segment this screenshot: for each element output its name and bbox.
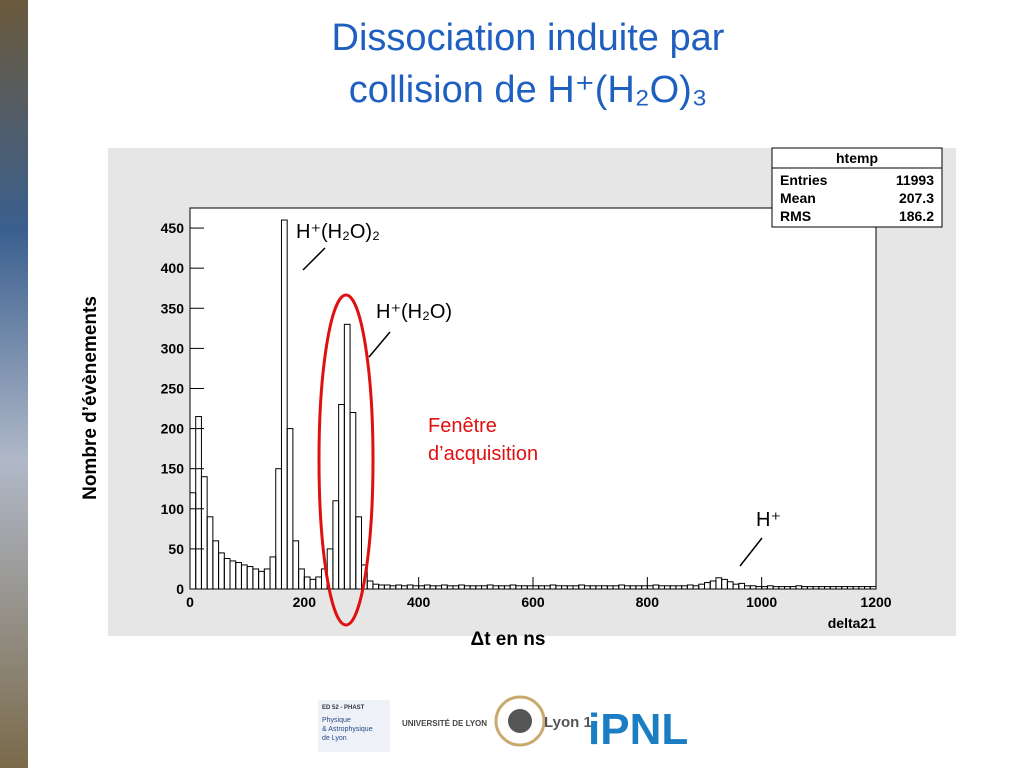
stats-value: 186.2	[899, 208, 934, 224]
annotation: d’acquisition	[428, 443, 538, 465]
logo-phast	[318, 700, 390, 752]
annotation: H⁺(H₂O)₂	[296, 221, 380, 243]
y-tick-label: 200	[161, 421, 185, 437]
stats-label: Mean	[780, 190, 816, 206]
arrow	[302, 247, 326, 271]
logo-text: Lyon 1	[544, 714, 592, 731]
stats-value: 11993	[896, 172, 934, 188]
x-tick-label: 800	[636, 594, 660, 610]
x-tick-label: 0	[186, 594, 194, 610]
logo-text: & Astrophysique	[322, 726, 373, 733]
window-ellipse	[317, 293, 375, 627]
stats-box: htemp Entries 11993 Mean 207.3 RMS 186.2	[771, 147, 943, 228]
side-image	[0, 0, 28, 768]
x-tick-label: 600	[521, 594, 545, 610]
bar	[280, 219, 288, 590]
annotation: H⁺(H₂O)	[376, 301, 452, 323]
plot: 0 50 100 150 200 250 300 350 400 450 0 200 400 600 800…	[161, 219, 892, 610]
logo-lyon1	[508, 709, 532, 733]
stats-value: 207.3	[899, 190, 934, 206]
y-tick-label: 400	[161, 260, 185, 276]
bar	[286, 428, 294, 590]
x-tick-label: 200	[293, 594, 317, 610]
y-tick-label: 150	[161, 461, 185, 477]
stats-label: RMS	[780, 208, 811, 224]
bar	[292, 540, 300, 590]
y-tick-label: 0	[176, 581, 184, 597]
logo-text: de Lyon	[322, 735, 347, 742]
logos: ED 52 - PHAST Physique & Astrophysique d…	[318, 695, 688, 754]
stats-title: htemp	[836, 150, 878, 166]
slide-title: Dissociation induite par	[332, 17, 725, 59]
y-tick-label: 300	[161, 340, 185, 356]
arrow	[368, 331, 391, 358]
logo-lyon1	[494, 695, 546, 747]
x-name: delta21	[828, 615, 876, 631]
x-tick-label: 400	[407, 594, 431, 610]
y-tick-label: 350	[161, 300, 185, 316]
y-axis-label: Nombre d’évènements	[80, 296, 101, 500]
stats-frame	[771, 147, 943, 228]
y-tick-label: 450	[161, 220, 185, 236]
arrow	[739, 537, 763, 567]
bar	[349, 412, 357, 590]
bar	[355, 516, 362, 590]
x-tick-label: 1000	[746, 594, 777, 610]
y-tick-label: 50	[168, 541, 184, 557]
x-tick-label: 1200	[860, 594, 891, 610]
stats-rows: Entries 11993 Mean 207.3 RMS 186.2	[780, 172, 934, 224]
plot-frame	[189, 207, 877, 590]
y-tick-label: 100	[161, 501, 185, 517]
annotation: Fenêtre	[428, 415, 497, 437]
logo-text: Physique	[322, 717, 351, 724]
slide-title: collision de H⁺(H₂O)₃	[349, 69, 708, 111]
logo-ipnl: iPNL	[588, 705, 688, 754]
logo-text: ED 52 - PHAST	[322, 705, 365, 711]
bar	[869, 586, 877, 590]
stats-label: Entries	[780, 172, 828, 188]
y-tick-label: 250	[161, 380, 185, 396]
logo-text: UNIVERSITÉ DE LYON	[402, 719, 487, 728]
x-axis-label: Δt en ns	[471, 629, 546, 650]
annotation: H⁺	[756, 509, 781, 531]
